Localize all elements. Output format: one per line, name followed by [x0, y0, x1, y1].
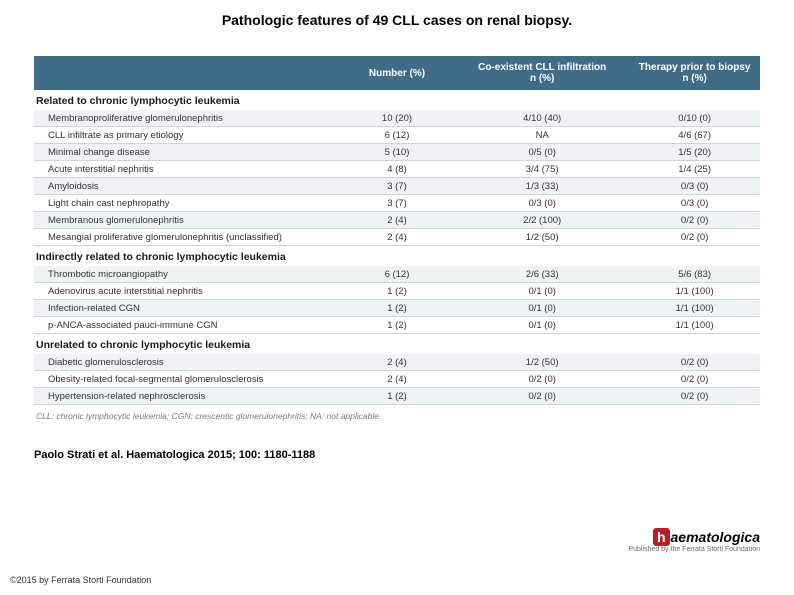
row-value: 0/3 (0) — [455, 195, 629, 212]
row-value: 0/1 (0) — [455, 300, 629, 317]
row-value: 0/3 (0) — [629, 178, 760, 195]
table-row: p-ANCA-associated pauci-immune CGN1 (2)0… — [34, 317, 760, 334]
row-value: 10 (20) — [339, 110, 455, 127]
row-value: 0/2 (0) — [455, 388, 629, 405]
row-value: 0/1 (0) — [455, 317, 629, 334]
section-header-row: Indirectly related to chronic lymphocyti… — [34, 246, 760, 267]
row-value: 0/2 (0) — [629, 354, 760, 371]
row-value: 1/3 (33) — [455, 178, 629, 195]
row-value: 0/3 (0) — [629, 195, 760, 212]
table-row: Amyloidosis3 (7)1/3 (33)0/3 (0) — [34, 178, 760, 195]
section-label: Related to chronic lymphocytic leukemia — [34, 90, 760, 110]
table-container: Number (%)Co-existent CLL infiltrationn … — [34, 56, 760, 421]
row-value: 6 (12) — [339, 127, 455, 144]
table-row: Minimal change disease5 (10)0/5 (0)1/5 (… — [34, 144, 760, 161]
row-value: 0/1 (0) — [455, 283, 629, 300]
row-value: 1 (2) — [339, 388, 455, 405]
row-label: Minimal change disease — [34, 144, 339, 161]
table-footnote: CLL: chronic lymphocytic leukemia; CGN: … — [34, 405, 760, 421]
row-value: 3 (7) — [339, 178, 455, 195]
row-value: 1 (2) — [339, 300, 455, 317]
table-row: Diabetic glomerulosclerosis2 (4)1/2 (50)… — [34, 354, 760, 371]
logo-subline: Published by the Ferrata Storti Foundati… — [628, 546, 760, 553]
row-value: 2 (4) — [339, 354, 455, 371]
row-value: 0/2 (0) — [629, 212, 760, 229]
column-header: Co-existent CLL infiltrationn (%) — [455, 56, 629, 90]
row-value: 0/10 (0) — [629, 110, 760, 127]
table-row: Infection-related CGN1 (2)0/1 (0)1/1 (10… — [34, 300, 760, 317]
row-label: Obesity-related focal-segmental glomerul… — [34, 371, 339, 388]
section-header-row: Related to chronic lymphocytic leukemia — [34, 90, 760, 110]
logo-letter: h — [653, 528, 670, 546]
row-value: 0/2 (0) — [629, 229, 760, 246]
row-value: 5 (10) — [339, 144, 455, 161]
row-label: Amyloidosis — [34, 178, 339, 195]
row-value: 1 (2) — [339, 283, 455, 300]
column-header: Therapy prior to biopsyn (%) — [629, 56, 760, 90]
row-label: CLL infiltrate as primary etiology — [34, 127, 339, 144]
journal-logo: haematologica Published by the Ferrata S… — [628, 528, 760, 553]
row-value: 1/1 (100) — [629, 283, 760, 300]
table-row: Light chain cast nephropathy3 (7)0/3 (0)… — [34, 195, 760, 212]
row-value: 0/2 (0) — [629, 371, 760, 388]
table-row: Membranous glomerulonephritis2 (4)2/2 (1… — [34, 212, 760, 229]
row-value: 1/1 (100) — [629, 317, 760, 334]
table-row: Obesity-related focal-segmental glomerul… — [34, 371, 760, 388]
citation-text: Paolo Strati et al. Haematologica 2015; … — [34, 449, 794, 461]
row-value: 1 (2) — [339, 317, 455, 334]
column-header — [34, 56, 339, 90]
row-label: Acute interstitial nephritis — [34, 161, 339, 178]
row-label: Light chain cast nephropathy — [34, 195, 339, 212]
table-row: Hypertension-related nephrosclerosis1 (2… — [34, 388, 760, 405]
logo-brand: aematologica — [671, 529, 760, 545]
row-value: 4/10 (40) — [455, 110, 629, 127]
row-label: Diabetic glomerulosclerosis — [34, 354, 339, 371]
row-value: 0/2 (0) — [629, 388, 760, 405]
row-value: 2/6 (33) — [455, 266, 629, 283]
row-value: 6 (12) — [339, 266, 455, 283]
row-value: 1/1 (100) — [629, 300, 760, 317]
pathology-table: Number (%)Co-existent CLL infiltrationn … — [34, 56, 760, 405]
row-value: 3 (7) — [339, 195, 455, 212]
table-row: CLL infiltrate as primary etiology6 (12)… — [34, 127, 760, 144]
row-value: 1/2 (50) — [455, 229, 629, 246]
row-value: 2/2 (100) — [455, 212, 629, 229]
row-label: p-ANCA-associated pauci-immune CGN — [34, 317, 339, 334]
row-value: 1/4 (25) — [629, 161, 760, 178]
table-body: Related to chronic lymphocytic leukemiaM… — [34, 90, 760, 405]
row-label: Adenovirus acute interstitial nephritis — [34, 283, 339, 300]
row-value: 4 (8) — [339, 161, 455, 178]
table-row: Mesangial proliferative glomerulonephrit… — [34, 229, 760, 246]
row-value: 2 (4) — [339, 371, 455, 388]
row-value: 1/2 (50) — [455, 354, 629, 371]
row-label: Mesangial proliferative glomerulonephrit… — [34, 229, 339, 246]
row-value: 4/6 (67) — [629, 127, 760, 144]
row-label: Hypertension-related nephrosclerosis — [34, 388, 339, 405]
row-value: 1/5 (20) — [629, 144, 760, 161]
table-row: Thrombotic microangiopathy6 (12)2/6 (33)… — [34, 266, 760, 283]
table-row: Membranoproliferative glomerulonephritis… — [34, 110, 760, 127]
row-value: 2 (4) — [339, 229, 455, 246]
row-value: 0/5 (0) — [455, 144, 629, 161]
row-label: Thrombotic microangiopathy — [34, 266, 339, 283]
section-header-row: Unrelated to chronic lymphocytic leukemi… — [34, 334, 760, 355]
row-label: Infection-related CGN — [34, 300, 339, 317]
section-label: Indirectly related to chronic lymphocyti… — [34, 246, 760, 267]
page-title: Pathologic features of 49 CLL cases on r… — [0, 0, 794, 36]
row-value: 0/2 (0) — [455, 371, 629, 388]
row-value: 2 (4) — [339, 212, 455, 229]
row-value: 5/6 (83) — [629, 266, 760, 283]
table-row: Acute interstitial nephritis4 (8)3/4 (75… — [34, 161, 760, 178]
section-label: Unrelated to chronic lymphocytic leukemi… — [34, 334, 760, 355]
table-header: Number (%)Co-existent CLL infiltrationn … — [34, 56, 760, 90]
row-label: Membranoproliferative glomerulonephritis — [34, 110, 339, 127]
row-value: NA — [455, 127, 629, 144]
copyright-text: ©2015 by Ferrata Storti Foundation — [10, 575, 151, 585]
column-header: Number (%) — [339, 56, 455, 90]
table-row: Adenovirus acute interstitial nephritis1… — [34, 283, 760, 300]
row-value: 3/4 (75) — [455, 161, 629, 178]
row-label: Membranous glomerulonephritis — [34, 212, 339, 229]
